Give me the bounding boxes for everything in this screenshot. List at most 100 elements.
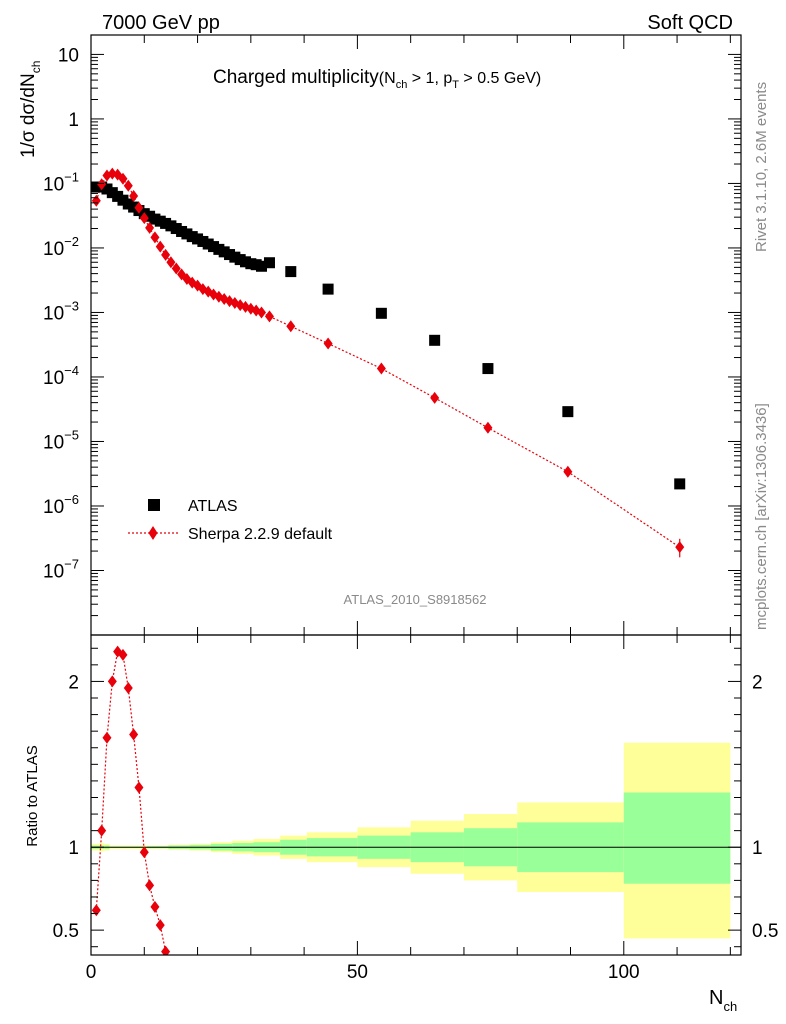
legend-atlas-label: ATLAS [188, 498, 238, 515]
ratio-point-10 [145, 879, 155, 892]
title-paren-open: (N [379, 70, 396, 87]
legend-atlas-marker [148, 499, 160, 511]
uncertainty-bands [91, 742, 731, 939]
title-end: > 0.5 GeV) [459, 70, 541, 87]
atlas-point-34 [322, 283, 334, 295]
sherpa-point-5 [118, 172, 128, 185]
lower-plot-frame [90, 634, 742, 956]
upper-ytick-label-5: 10−4 [43, 363, 79, 389]
sherpa-point-12 [155, 240, 165, 253]
ytick-mantissa: 10 [43, 368, 64, 389]
ratio-point-5 [118, 648, 128, 661]
ratio-point-0 [91, 904, 101, 917]
atlas-point-35 [375, 307, 387, 319]
ytick-exponent: −2 [64, 234, 79, 249]
sherpa-point-32 [264, 310, 274, 323]
ytick-exponent: −3 [64, 298, 79, 313]
ytick-exponent: −1 [64, 169, 79, 184]
title-sub-ch: ch [396, 79, 408, 91]
ytick-mantissa: 10 [58, 45, 79, 66]
title-mid: > 1, p [407, 70, 452, 87]
upper-ytick-label-3: 10−2 [43, 234, 79, 260]
sherpa-point-8 [134, 201, 144, 214]
sherpa-point-35 [376, 362, 386, 375]
sherpa-point-9 [139, 212, 149, 225]
legend: ATLAS Sherpa 2.2.9 default [128, 498, 333, 543]
upper-ytick-label-2: 10−1 [43, 169, 79, 195]
atlas-point-37 [482, 363, 494, 375]
header-energy-label: 7000 GeV pp [102, 12, 220, 34]
mcplots-label: mcplots.cern.ch [arXiv:1306.3436] [753, 403, 770, 630]
sherpa-point-10 [145, 221, 155, 234]
header-category-label: Soft QCD [647, 12, 733, 34]
sherpa-point-15 [171, 262, 181, 275]
lower-ytick-label-left-0: 0.5 [53, 921, 79, 942]
lower-ytick-label-right-1: 1 [752, 838, 763, 859]
upper-plot-frame [90, 34, 742, 636]
ratio-point-9 [139, 846, 149, 859]
ratio-point-7 [129, 728, 139, 741]
upper-ylabel-sub: ch [29, 61, 43, 74]
sherpa-point-33 [286, 320, 296, 333]
ratio-point-2 [102, 731, 112, 744]
xtick-label-2: 100 [608, 962, 640, 983]
lower-ytick-label-left-1: 1 [68, 838, 79, 859]
atlas-point-39 [674, 478, 686, 490]
title-sub-t: T [452, 79, 459, 91]
sherpa-point-6 [123, 179, 133, 192]
title-main: Charged multiplicity [213, 67, 379, 88]
sherpa-point-31 [256, 306, 266, 319]
upper-ylabel-main: 1/σ dσ/dN [18, 73, 39, 158]
sherpa-point-37 [483, 421, 493, 434]
lower-ytick-label-right-0: 0.5 [752, 921, 778, 942]
sherpa-point-11 [150, 231, 160, 244]
sherpa-point-34 [323, 337, 333, 350]
lower-y-axis-label: Ratio to ATLAS [24, 745, 41, 846]
upper-ytick-label-8: 10−7 [43, 556, 79, 582]
sherpa-point-38 [563, 465, 573, 478]
x-axis-label: Nch [709, 987, 737, 1014]
analysis-label: ATLAS_2010_S8918562 [344, 592, 487, 607]
ytick-exponent: −5 [64, 427, 79, 442]
atlas-point-32 [263, 257, 275, 269]
upper-ytick-label-6: 10−5 [43, 427, 79, 453]
band-inner-16 [623, 792, 731, 884]
ratio-point-12 [155, 919, 165, 932]
atlas-markers [91, 181, 686, 490]
xtick-label-0: 0 [86, 962, 97, 983]
chart-title: Charged multiplicity(Nch > 1, pT > 0.5 G… [213, 67, 541, 91]
sherpa-point-14 [166, 256, 176, 269]
sherpa-point-36 [430, 391, 440, 404]
atlas-point-38 [562, 406, 574, 418]
lower-ytick-label-right-2: 2 [752, 672, 763, 693]
lower-ytick-label-left-2: 2 [68, 672, 79, 693]
ytick-exponent: −7 [64, 556, 79, 571]
ratio-markers [91, 645, 171, 955]
sherpa-point-7 [129, 189, 139, 202]
upper-ytick-label-0: 10 [58, 45, 79, 66]
sherpa-point-1 [97, 178, 107, 191]
ytick-mantissa: 10 [43, 174, 64, 195]
sherpa-point-3 [107, 167, 117, 180]
atlas-point-31 [255, 260, 267, 272]
atlas-point-33 [285, 266, 297, 278]
legend-sherpa-label: Sherpa 2.2.9 default [188, 526, 333, 543]
upper-ytick-label-1: 1 [68, 110, 79, 131]
upper-ytick-label-4: 10−3 [43, 298, 79, 324]
ytick-mantissa: 10 [43, 432, 64, 453]
ratio-point-13 [161, 945, 171, 955]
sherpa-point-13 [161, 248, 171, 261]
xlabel-main: N [709, 987, 723, 1009]
ytick-exponent: −4 [64, 363, 79, 378]
atlas-point-36 [429, 334, 441, 346]
ytick-mantissa: 1 [68, 110, 79, 131]
ytick-mantissa: 10 [43, 239, 64, 260]
ratio-point-11 [150, 900, 160, 913]
sherpa-markers [91, 167, 685, 558]
ratio-point-8 [134, 781, 144, 794]
legend-sherpa-marker [148, 526, 158, 540]
ratio-point-3 [107, 675, 117, 688]
ytick-mantissa: 10 [43, 303, 64, 324]
